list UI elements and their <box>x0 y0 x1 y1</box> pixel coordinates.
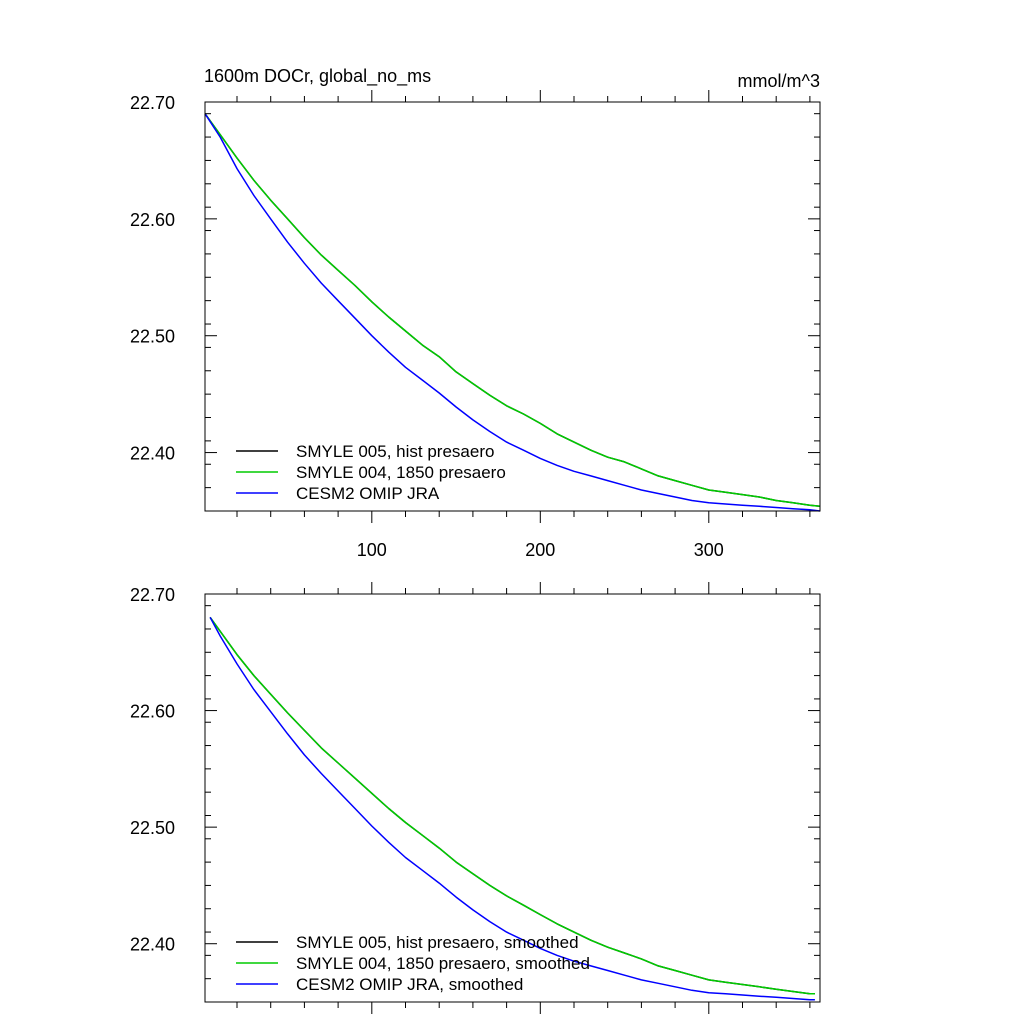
top-panel-title: 1600m DOCr, global_no_ms <box>204 66 431 87</box>
bottom-panel: 22.40 22.50 22.60 22.70 SMYLE 005, hist pre… <box>130 582 821 1014</box>
top-legend-label-0: SMYLE 005, hist presaero <box>296 442 494 461</box>
top-series-line-2 <box>204 113 821 512</box>
top-x-tick-label: 300 <box>694 540 724 560</box>
bottom-series-line-1 <box>209 616 815 995</box>
bottom-legend-label-0: SMYLE 005, hist presaero, smoothed <box>296 933 579 952</box>
bottom-y-tick-label: 22.40 <box>130 935 175 955</box>
top-x-tick-label: 200 <box>525 540 555 560</box>
top-x-tick-label: 100 <box>357 540 387 560</box>
bottom-series-line-2 <box>209 616 815 1001</box>
top-y-tick-label: 22.40 <box>130 444 175 464</box>
top-y-tick-label: 22.60 <box>130 210 175 230</box>
top-y-tick-label: 22.50 <box>130 327 175 347</box>
top-panel: 1600m DOCr, global_no_ms mmol/m^3 22.40 2… <box>130 66 821 560</box>
bottom-y-tick-label: 22.50 <box>130 818 175 838</box>
top-legend-label-1: SMYLE 004, 1850 presaero <box>296 463 506 482</box>
bottom-y-tick-label: 22.60 <box>130 702 175 722</box>
top-series-line-1 <box>204 113 821 508</box>
bottom-legend-label-1: SMYLE 004, 1850 presaero, smoothed <box>296 954 590 973</box>
top-y-tick-label: 22.70 <box>130 93 175 113</box>
top-legend-label-2: CESM2 OMIP JRA <box>296 484 440 503</box>
bottom-panel-frame <box>204 593 821 1003</box>
bottom-y-tick-label: 22.70 <box>130 585 175 605</box>
top-panel-frame <box>204 101 821 512</box>
top-panel-units: mmol/m^3 <box>738 71 820 91</box>
bottom-legend-label-2: CESM2 OMIP JRA, smoothed <box>296 975 523 994</box>
